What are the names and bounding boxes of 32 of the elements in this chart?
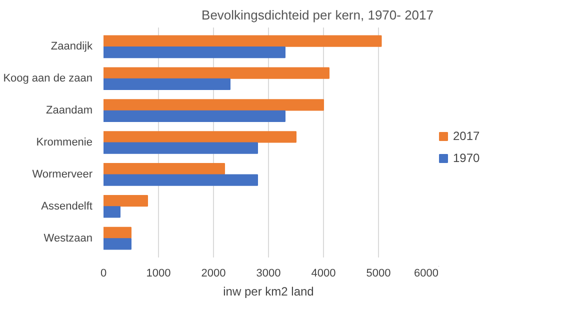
bar — [104, 142, 258, 154]
legend-label: 2017 — [453, 128, 480, 142]
x-tick-label: 0 — [100, 268, 107, 280]
x-tick-label: 5000 — [366, 268, 391, 280]
bar — [104, 174, 258, 186]
bar — [104, 78, 230, 90]
x-tick-label: 2000 — [201, 268, 226, 280]
y-tick-label: Zaandam — [46, 104, 93, 117]
bar — [104, 131, 296, 143]
x-tick-label: 1000 — [146, 268, 171, 280]
bar — [104, 206, 120, 218]
chart-title: Bevolkingsdichteid per kern, 1970- 2017 — [202, 8, 434, 22]
legend-label: 1970 — [453, 150, 480, 164]
x-tick-label: 4000 — [311, 268, 336, 280]
x-axis-title: inw per km2 land — [223, 284, 314, 298]
y-tick-label: Koog aan de zaan — [3, 72, 93, 85]
bar — [104, 163, 225, 175]
y-tick-label: Zaandijk — [50, 40, 93, 53]
bar — [104, 46, 286, 58]
x-tick-label: 6000 — [414, 268, 439, 280]
x-tick-label: 3000 — [256, 268, 281, 280]
y-tick-label: Wormerveer — [32, 168, 93, 180]
bar — [104, 110, 286, 122]
y-tick-label: Krommenie — [36, 136, 93, 148]
bar — [104, 67, 330, 79]
y-tick-label: Assendelft — [41, 200, 93, 212]
bar — [104, 194, 148, 207]
bar — [104, 238, 132, 250]
bar — [104, 226, 132, 239]
bar — [104, 99, 324, 111]
y-tick-label: Westzaan — [44, 232, 93, 244]
bar — [104, 35, 382, 47]
